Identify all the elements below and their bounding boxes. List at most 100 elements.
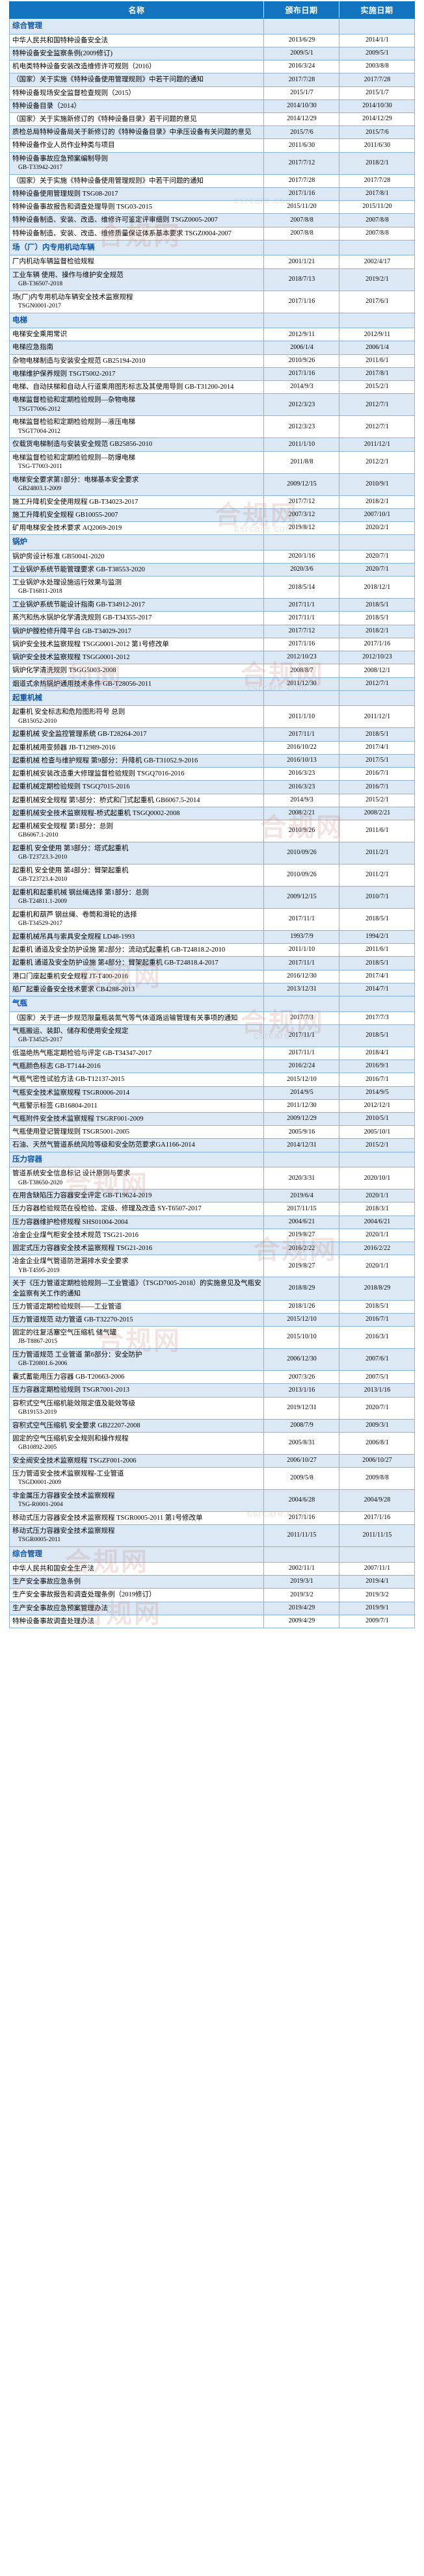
table-row[interactable]: 电梯安全乘用常识 2012/9/11 2012/9/11 — [9, 328, 416, 342]
table-row[interactable]: 起重机械 安全监控管理系统 GB-T28264-2017 2017/11/1 201… — [9, 727, 416, 742]
table-row[interactable]: 特种设备事故应急预案编制导则 GB-T33942-2017 2017/7/12 201… — [9, 151, 416, 175]
table-row[interactable]: 场(厂)内专用机动车辆安全技术监察规程 TSGN0001-2017 2017/1/1… — [9, 290, 416, 313]
regulation-title-text: 在用含缺陷压力容器安全评定 GB-T19624-2019 — [12, 1192, 152, 1200]
table-row[interactable]: 起重机和起重机械 钢丝绳选择 第1部分：总则 GB-T24811.1-2009 20… — [9, 885, 416, 909]
table-row[interactable]: 中华人民共和国安全生产法 2002/11/1 2007/11/1 — [9, 1561, 416, 1576]
table-row[interactable]: 囊式蓄能用压力容器 GB-T20663-2006 2007/3/26 2007/5/… — [9, 1370, 416, 1385]
table-row[interactable]: 机电类特种设备安装改造维修许可规则（2016） 2016/3/24 2003/8/8 — [9, 60, 416, 74]
table-row[interactable]: 容积式空气压缩机 安全要求 GB22207-2008 2008/7/9 2009/3… — [9, 1418, 416, 1433]
table-row[interactable]: 压力管道规范 动力管道 GB-T32270-2015 2015/12/10 2016… — [9, 1312, 416, 1327]
table-row[interactable]: 电梯监督检验和定期检验规则—防爆电梯 TSG-T7003-2011 2011/8/8… — [9, 450, 416, 474]
table-row[interactable]: 电梯安全要求第1部分：电梯基本安全要求 GB24803.1-2009 2009/12… — [9, 473, 416, 496]
table-row[interactable]: 蒸汽和热水锅炉化学清洗规则 GB-T34355-2017 2017/11/1 201… — [9, 611, 416, 625]
table-row[interactable]: 特种设备事故调查处理办法 2009/4/29 2009/7/1 — [9, 1614, 416, 1628]
table-row[interactable]: 烟道式余热锅炉通用技术条件 GB-T28056-2011 2011/12/30 20… — [9, 677, 416, 691]
table-row[interactable]: 关于《压力管道定期检验规则—工业管道》（TSGD7005-2018）的实施意见及… — [9, 1277, 416, 1301]
table-row[interactable]: 固定式压力容器安全技术监察规程 TSG21-2016 2016/2/22 2016/… — [9, 1242, 416, 1256]
table-row[interactable]: 气瓶附件安全技术监察规程 TSGRF001-2009 2009/12/29 2010… — [9, 1112, 416, 1126]
table-row[interactable]: 起重机械 检查与维护规程 第9部分：升降机 GB-T31052.9-2016 20… — [9, 753, 416, 768]
table-row[interactable]: 非金属压力容器安全技术监察规程 TSG-R0001-2004 2004/6/28 20… — [9, 1489, 416, 1512]
table-row[interactable]: 起重机 安全使用 第4部分：臂架起重机 GB-T23723.4-2010 2010/… — [9, 863, 416, 887]
table-row[interactable]: 管道系统安全信息标记 设计原则与要求 GB-T38650-2020 2020/3/3… — [9, 1167, 416, 1190]
table-row[interactable]: 仅载货电梯制造与安装安全规范 GB25856-2010 2011/1/10 2011… — [9, 437, 416, 452]
table-row[interactable]: 起重机械安全技术监察规程-桥式起重机 TSGQ0002-2008 2008/2/2… — [9, 806, 416, 820]
regulation-name: 气瓶搬运、装卸、储存和使用安全规定 GB-T34525-2017 — [9, 1024, 264, 1047]
table-row[interactable]: 电梯维护保养规则 TSGT5002-2017 2017/1/16 2017/8/1 — [9, 367, 416, 382]
table-row[interactable]: 起重机 通道及安全防护设施 第4部分：臂架起重机 GB-T24818.4-201… — [9, 956, 416, 970]
table-row[interactable]: 移动式压力容器安全技术监察规程 TSGR0005-2011 第1号修改单 2017… — [9, 1511, 416, 1526]
table-row[interactable]: 质检总局特种设备局关于新修订的《特种设备目录》中承压设备有关问题的意见 2015/… — [9, 125, 416, 140]
table-row[interactable]: 冶金企业煤气管道防泄漏排水安全要求 YB-T4595-2019 2019/8/27 2… — [9, 1255, 416, 1278]
table-row[interactable]: 生产安全事故应急预案管理办法 2019/4/29 2019/9/1 — [9, 1601, 416, 1615]
table-row[interactable]: 工业锅炉系统节能管理要求 GB-T38553-2020 2020/3/6 2020/… — [9, 563, 416, 577]
table-row[interactable]: 特种设备安全监察条例(2009修订) 2009/5/1 2009/5/1 — [9, 46, 416, 61]
table-row[interactable]: 起重机械安全规程 第1部分：总则 GB6067.1-2010 2010/9/26 20… — [9, 819, 416, 842]
table-row[interactable]: 固定的空气压缩机安全规则和操作规程 GB10892-2005 2005/8/31 20… — [9, 1431, 416, 1455]
table-row[interactable]: 工业车辆 使用、操作与维护安全规范 GB-T36507-2018 2018/7/13… — [9, 268, 416, 291]
table-row[interactable]: 容积式空气压缩机能效限定值及能效等级 GB19153-2019 2019/12/31… — [9, 1396, 416, 1420]
table-row[interactable]: 移动式压力容器安全技术监察规程 TSGR0005-2011 2011/11/15 20… — [9, 1524, 416, 1548]
table-row[interactable]: 起重机械吊具与索具安全规程 LD48-1993 1993/7/9 1994/2/1 — [9, 930, 416, 944]
table-row[interactable]: 施工升降机安全规程 GB10055-2007 2007/3/12 2007/10/1 — [9, 508, 416, 522]
table-row[interactable]: 电梯应急指南 2006/1/4 2006/1/4 — [9, 341, 416, 355]
table-row[interactable]: 锅炉炉膛检修升降平台 GB-T34029-2017 2017/7/12 2018/2… — [9, 624, 416, 638]
table-row[interactable]: 电梯、自动扶梯和自动人行道乘用图形标志及其使用导则 GB-T31200-2014… — [9, 380, 416, 395]
table-row[interactable]: 特种设备现场安全监督检查规则（2015） 2015/1/7 2015/1/7 — [9, 86, 416, 100]
table-row[interactable]: 起重机械安装改造重大修理监督检验规则 TSGQ7016-2016 2016/3/2… — [9, 767, 416, 781]
table-row[interactable]: 气瓶搬运、装卸、储存和使用安全规定 GB-T34525-2017 2017/11/1… — [9, 1024, 416, 1047]
table-row[interactable]: 气瓶使用登记管理规则 TSGR5001-2005 2005/9/16 2005/10… — [9, 1125, 416, 1139]
table-row[interactable]: 特种设备目录（2014） 2014/10/30 2014/10/30 — [9, 99, 416, 113]
table-row[interactable]: 固定的往复活塞空气压缩机 储气罐 JB-T8867-2015 2015/10/10 2… — [9, 1326, 416, 1349]
table-row[interactable]: 起重机和葫芦 钢丝绳、卷筒和滑轮的选择 GB-T34529-2017 2017/11… — [9, 907, 416, 931]
table-row[interactable]: 压力管道安全技术监察规程-工业管道 TSGD0001-2009 2009/5/8 20… — [9, 1467, 416, 1490]
table-row[interactable]: 安全阀安全技术监察规程 TSGZF001-2006 2006/10/27 2006/… — [9, 1453, 416, 1468]
table-row[interactable]: 气瓶安全技术监察规程 TSGR0006-2014 2014/9/5 2014/9/5 — [9, 1086, 416, 1100]
table-row[interactable]: 气瓶颜色标志 GB-T7144-2016 2016/2/24 2016/9/1 — [9, 1060, 416, 1074]
table-row[interactable]: 起重机 安全使用 第3部分：塔式起重机 GB-T23723.3-2010 2010/… — [9, 841, 416, 865]
table-row[interactable]: 厂内机动车辆监督检验规程 2001/1/21 2002/4/17 — [9, 255, 416, 269]
table-row[interactable]: 冶金企业煤气柜安全技术规范 TSG21-2016 2019/8/27 2020/1/… — [9, 1228, 416, 1243]
table-row[interactable]: 锅炉安全技术监察规程 TSGG0001-2012 第1号修改单 2017/1/16… — [9, 637, 416, 652]
table-row[interactable]: 矿用电梯安全技术要求 AQ2069-2019 2019/8/12 2020/2/1 — [9, 521, 416, 536]
table-row[interactable]: 特种设备作业人员作业种类与项目 2011/6/30 2011/6/30 — [9, 138, 416, 153]
table-row[interactable]: 在用含缺陷压力容器安全评定 GB-T19624-2019 2019/6/4 2020… — [9, 1189, 416, 1203]
table-row[interactable]: 起重机械安全规程 第5部分：桥式和门式起重机 GB6067.5-2014 2014… — [9, 793, 416, 807]
table-row[interactable]: 生产安全事故报告和调查处理条例（2019修订） 2019/3/2 2019/3/2 — [9, 1588, 416, 1602]
table-row[interactable]: 压力容器维护检修规程 SHS01004-2004 2004/6/21 2004/6/… — [9, 1215, 416, 1229]
table-row[interactable]: 特种设备制造、安装、改造、维修许可鉴定评审细则 TSGZ0005-2007 200… — [9, 213, 416, 228]
table-row[interactable]: 特种设备使用管理规则 TSG08-2017 2017/1/16 2017/8/1 — [9, 187, 416, 202]
table-row[interactable]: 起重机 安全标志和危险图形符号 总则 GB15052-2010 2011/1/10 2… — [9, 705, 416, 729]
table-row[interactable]: 工业锅炉系统节能设计指南 GB-T34912-2017 2017/11/1 2018… — [9, 598, 416, 612]
table-row[interactable]: 压力容器定期检验规则 TSGR7001-2013 2013/1/16 2013/1/… — [9, 1383, 416, 1398]
table-row[interactable]: 起重机械定期检验规则 TSGQ7015-2016 2016/3/23 2016/7/… — [9, 780, 416, 794]
table-row[interactable]: （国家）关于实施《特种设备使用管理规则》中若干问题的通知 2017/7/28 201… — [9, 174, 416, 188]
table-row[interactable]: （国家）关于进一步规范限量瓶装氮气等气体道路运输管理有关事项的通知 2017/7/… — [9, 1011, 416, 1025]
table-row[interactable]: 低温绝热气瓶定期检验与评定 GB-T34347-2017 2017/11/1 201… — [9, 1046, 416, 1061]
table-row[interactable]: （国家）关于实施新修订的《特种设备目录》若干问题的意见 2014/12/29 201… — [9, 112, 416, 127]
table-row[interactable]: 电梯监督检验和定期检验规则—杂物电梯 TSGT7006-2012 2012/3/23… — [9, 393, 416, 417]
table-row[interactable]: 中华人民共和国特种设备安全法 2013/6/29 2014/1/1 — [9, 33, 416, 47]
table-row[interactable]: 工业锅炉水处理设施运行效果与监测 GB-T16811-2018 2018/5/14 2… — [9, 576, 416, 599]
table-row[interactable]: 特种设备制造、安装、改造、维修质量保证体系基本要求 TSGZ0004-2007 2… — [9, 226, 416, 241]
table-row[interactable]: 电梯监督检验和定期检验规则—液压电梯 TSGT7004-2012 2012/3/23… — [9, 415, 416, 439]
regulation-title-text: 起重机械 安全监控管理系统 GB-T28264-2017 — [12, 731, 147, 738]
table-row[interactable]: 生产安全事故应急条例 2019/3/1 2019/4/1 — [9, 1575, 416, 1589]
table-row[interactable]: 压力管道定期检验规则——工业管道 2018/1/26 2018/5/1 — [9, 1299, 416, 1314]
table-row[interactable]: 压力管道规范 工业管道 第6部分：安全防护 GB-T20801.6-2006 200… — [9, 1348, 416, 1372]
table-row[interactable]: 气瓶警示标签 GB16804-2011 2011/12/30 2012/12/1 — [9, 1099, 416, 1113]
table-row[interactable]: 气瓶气密性试验方法 GB-T12137-2015 2015/12/10 2016/7… — [9, 1073, 416, 1087]
table-row[interactable]: 锅炉房设计标准 GB50041-2020 2020/1/16 2020/7/1 — [9, 549, 416, 564]
table-row[interactable]: 特种设备事故报告和调查处理导则 TSG03-2015 2015/11/20 2015… — [9, 200, 416, 215]
table-row[interactable]: 石油、天然气管道系统风险等级和安全防范要求GA1166-2014 2014/12/… — [9, 1138, 416, 1152]
table-row[interactable]: 锅炉安全技术监察规程 TSGG0001-2012 2012/10/23 2012/1… — [9, 651, 416, 665]
table-row[interactable]: 起重机械用变频器 JB-T12989-2016 2016/10/22 2017/4/… — [9, 740, 416, 755]
table-row[interactable]: 杂物电梯制造与安装安全规范 GB25194-2010 2010/9/26 2011/… — [9, 354, 416, 368]
table-row[interactable]: 港口门座起重机安全规程 JT-T400-2016 2016/12/30 2017/4… — [9, 969, 416, 983]
table-row[interactable]: 压力容器检验规范在役检验、定级、修理及改造 SY-T6507-2017 2017/… — [9, 1202, 416, 1216]
table-row[interactable]: 施工升降机安全使用规程 GB-T34023-2017 2017/7/12 2018/… — [9, 495, 416, 509]
regulation-name: 生产安全事故报告和调查处理条例（2019修订） — [9, 1588, 264, 1602]
table-row[interactable]: （国家）关于实施《特种设备使用管理规则》中若干问题的通知 2017/7/28 201… — [9, 73, 416, 87]
table-row[interactable]: 锅炉化学清洗规则 TSGG5003-2008 2008/8/7 2008/12/1 — [9, 664, 416, 678]
table-row[interactable]: 船厂起重设备安全技术要求 CB4288-2013 2013/12/31 2014/7… — [9, 982, 416, 996]
table-row[interactable]: 起重机 通道及安全防护设施 第2部分：流动式起重机 GB-T24818.2-20… — [9, 943, 416, 957]
